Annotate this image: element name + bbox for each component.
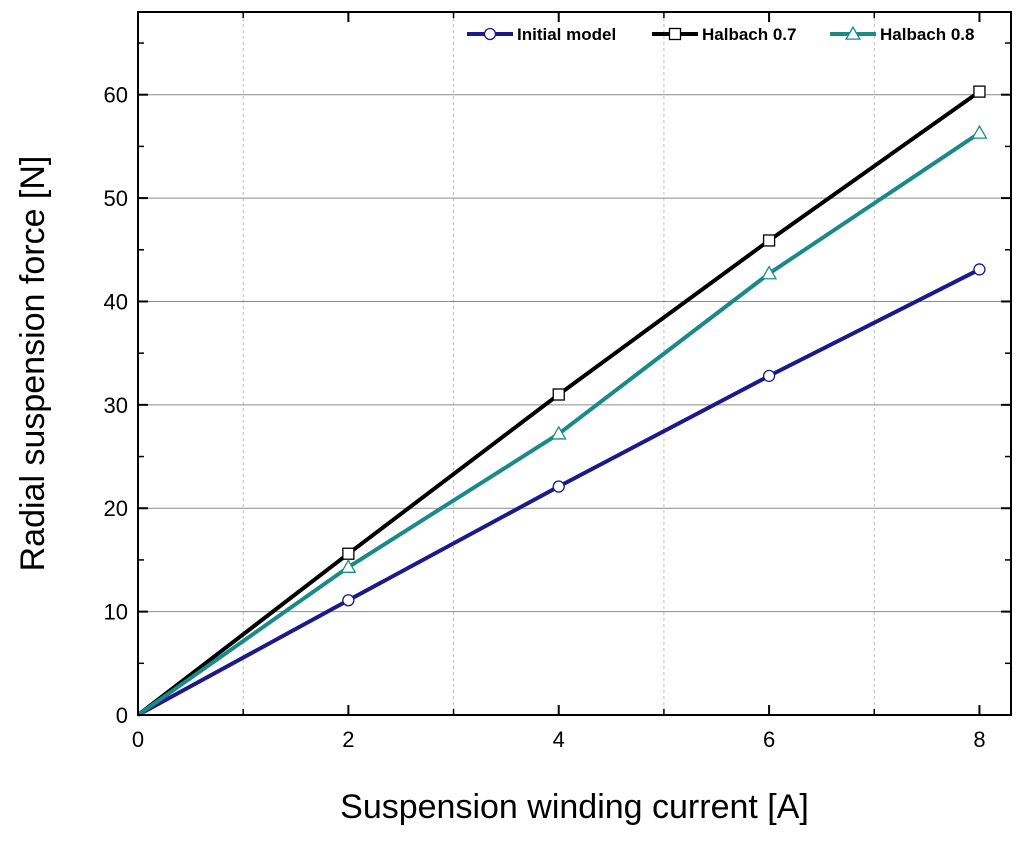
legend-marker: [668, 27, 682, 41]
y-tick-label: 30: [104, 393, 128, 418]
series-halbach-0-7: [136, 85, 986, 717]
y-tick-label: 50: [104, 186, 128, 211]
data-point: [552, 480, 565, 493]
y-tick-label: 20: [104, 496, 128, 521]
legend-item: Halbach 0.7: [652, 25, 797, 44]
legend-marker: [483, 27, 497, 41]
series-initial-model: [137, 263, 986, 717]
legend-label: Initial model: [517, 25, 616, 44]
y-tick-label: 60: [104, 83, 128, 108]
data-point: [342, 547, 355, 560]
y-tick-label: 10: [104, 600, 128, 625]
legend-item: Halbach 0.8: [830, 25, 975, 44]
x-axis-title: Suspension winding current [A]: [340, 788, 809, 826]
x-tick-label: 2: [342, 727, 354, 752]
legend-item: Initial model: [467, 25, 616, 44]
grid-layer: [138, 12, 1011, 715]
series-line: [136, 89, 981, 717]
x-tick-label: 8: [973, 727, 985, 752]
legend: Initial model Halbach 0.7 Halbach 0.8: [467, 25, 975, 44]
legend-label: Halbach 0.8: [880, 25, 975, 44]
legend-label: Halbach 0.7: [702, 25, 797, 44]
tick-layer: 0 2 4 6 8 0 10 20 30 40 50 60: [104, 12, 1011, 752]
data-point: [762, 369, 776, 383]
data-point: [761, 265, 778, 280]
data-point: [762, 234, 776, 247]
series-layer: [136, 85, 988, 717]
x-tick-label: 4: [553, 727, 565, 752]
data-point: [340, 558, 357, 573]
x-tick-label: 6: [763, 727, 775, 752]
series-halbach-0-8: [136, 124, 988, 717]
y-axis-title: Radial suspension force [N]: [14, 156, 52, 572]
plot-frame: [137, 11, 1012, 716]
series-line: [136, 131, 981, 717]
data-point: [971, 124, 988, 139]
data-point: [550, 425, 567, 440]
legend-marker: [845, 25, 861, 40]
x-tick-label: 0: [132, 727, 144, 752]
data-point: [552, 388, 565, 401]
data-point: [973, 85, 986, 98]
data-point: [342, 594, 355, 607]
y-tick-label: 40: [104, 289, 128, 314]
y-tick-label: 0: [116, 703, 128, 728]
data-point: [973, 263, 986, 276]
